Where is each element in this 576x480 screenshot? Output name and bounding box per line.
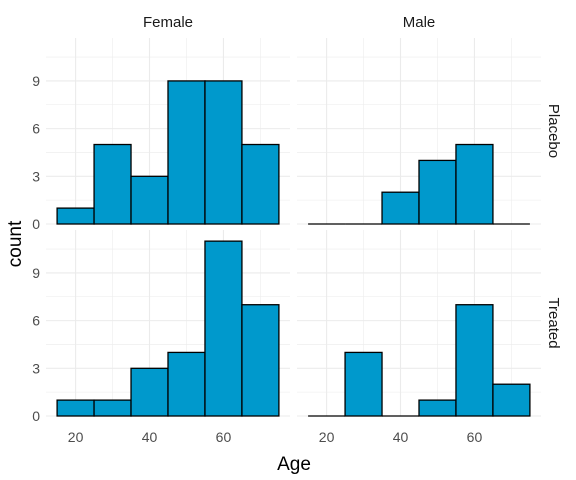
- histogram-bar-female-treated-bin-5: [241, 304, 280, 417]
- histogram-bar-female-treated-bin-2: [130, 367, 169, 417]
- x-tick-label: 20: [319, 429, 335, 445]
- labels-layer: count Age Female Male Placebo Treated 0 3 6 9 0 3…: [5, 14, 562, 475]
- histogram-bar-male-placebo-bin-4: [455, 143, 494, 225]
- histogram-bar-male-treated-bin-4: [455, 304, 494, 417]
- histogram-bar-male-treated-bin-5: [492, 383, 531, 417]
- y-axis-title: count: [5, 220, 26, 267]
- strip-label-male: Male: [403, 14, 436, 31]
- x-tick-label: 20: [68, 429, 84, 445]
- histogram-bar-male-treated-bin-1: [344, 351, 383, 417]
- histogram-bar-male-placebo-bin-2: [381, 191, 420, 225]
- y-tick-label: 3: [32, 360, 40, 376]
- histogram-bar-female-treated-bin-3: [167, 351, 206, 417]
- strip-label-female: Female: [143, 14, 193, 31]
- histogram-bar-female-treated-bin-1: [93, 399, 132, 417]
- y-tick-label: 3: [32, 168, 40, 184]
- y-tick-label: 6: [32, 121, 40, 137]
- histogram-bar-female-placebo-bin-5: [241, 143, 280, 225]
- strip-label-treated: Treated: [545, 297, 562, 348]
- x-tick-label: 40: [142, 429, 158, 445]
- histogram-bar-female-treated-bin-4: [204, 240, 243, 417]
- y-tick-label: 0: [32, 408, 40, 424]
- histogram-bar-male-placebo-bin-3: [418, 159, 457, 225]
- y-tick-label: 9: [32, 73, 40, 89]
- histogram-bar-male-treated-bin-3: [418, 399, 457, 417]
- x-tick-label: 40: [393, 429, 409, 445]
- bars-layer: [56, 80, 531, 417]
- strip-label-placebo: Placebo: [545, 104, 562, 158]
- histogram-bar-female-treated-bin-0: [56, 399, 95, 417]
- y-tick-label: 6: [32, 313, 40, 329]
- x-tick-label: 60: [216, 429, 232, 445]
- histogram-bar-female-placebo-bin-4: [204, 80, 243, 225]
- histogram-bar-female-placebo-bin-3: [167, 80, 206, 225]
- x-tick-label: 60: [467, 429, 483, 445]
- y-tick-label: 0: [32, 216, 40, 232]
- y-tick-label: 9: [32, 265, 40, 281]
- x-axis-title: Age: [277, 454, 311, 475]
- histogram-bar-female-placebo-bin-0: [56, 207, 95, 225]
- histogram-bar-female-placebo-bin-2: [130, 175, 169, 225]
- histogram-bar-female-placebo-bin-1: [93, 143, 132, 225]
